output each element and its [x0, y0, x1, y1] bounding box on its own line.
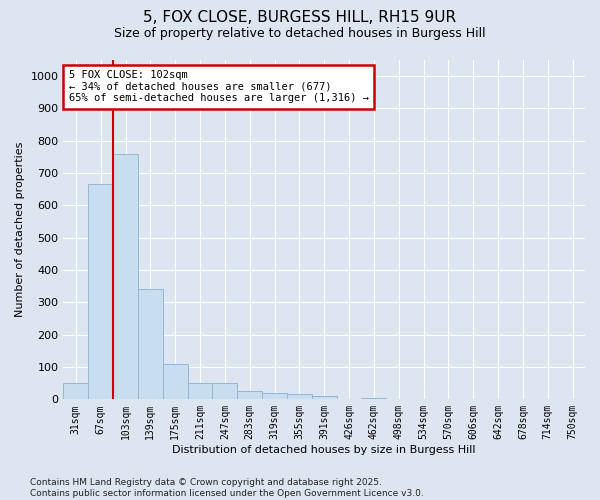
Bar [287, 394, 312, 400]
Bar [361, 398, 386, 400]
Bar [237, 392, 262, 400]
Bar [262, 393, 287, 400]
Bar [312, 396, 337, 400]
Bar [163, 364, 188, 400]
Bar [113, 154, 138, 400]
Text: 5 FOX CLOSE: 102sqm
← 34% of detached houses are smaller (677)
65% of semi-detac: 5 FOX CLOSE: 102sqm ← 34% of detached ho… [68, 70, 368, 103]
Text: Size of property relative to detached houses in Burgess Hill: Size of property relative to detached ho… [114, 28, 486, 40]
Y-axis label: Number of detached properties: Number of detached properties [15, 142, 25, 318]
Bar [212, 383, 237, 400]
Bar [88, 184, 113, 400]
Bar [138, 290, 163, 400]
Bar [64, 383, 88, 400]
Text: 5, FOX CLOSE, BURGESS HILL, RH15 9UR: 5, FOX CLOSE, BURGESS HILL, RH15 9UR [143, 10, 457, 25]
X-axis label: Distribution of detached houses by size in Burgess Hill: Distribution of detached houses by size … [172, 445, 476, 455]
Text: Contains HM Land Registry data © Crown copyright and database right 2025.
Contai: Contains HM Land Registry data © Crown c… [30, 478, 424, 498]
Bar [188, 383, 212, 400]
